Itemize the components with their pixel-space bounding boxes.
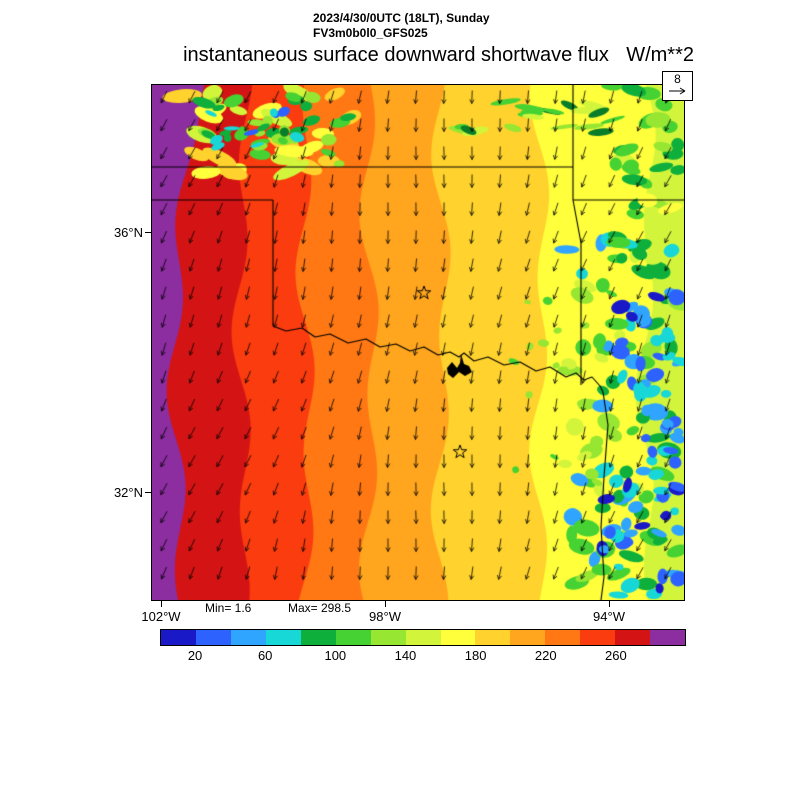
reference-vector-box: 8 xyxy=(662,71,693,101)
lon-tick-label-102w: 102°W xyxy=(141,609,181,624)
map-frame xyxy=(151,84,685,601)
lat-tick-label-32n: 32°N xyxy=(113,485,143,500)
colorbar-segment xyxy=(440,630,476,645)
lat-tick-label-36n: 36°N xyxy=(113,225,143,240)
colorbar-tick-label: 220 xyxy=(534,648,557,663)
model-heading: FV3m0b0l0_GFS025 xyxy=(313,26,428,40)
flux-map-canvas xyxy=(152,85,684,600)
lon-tick-label-98w: 98°W xyxy=(369,609,401,624)
reference-vector-value: 8 xyxy=(674,72,681,86)
colorbar-segment xyxy=(265,630,301,645)
min-value-label: Min= 1.6 xyxy=(205,601,252,615)
colorbar-segment xyxy=(580,630,616,645)
colorbar-segment xyxy=(161,630,196,645)
chart-title: instantaneous surface downward shortwave… xyxy=(183,44,609,66)
colorbar-segment xyxy=(300,630,336,645)
axis-tick xyxy=(145,232,151,233)
lon-tick-label-94w: 94°W xyxy=(593,609,625,624)
colorbar-tick-label: 140 xyxy=(394,648,417,663)
colorbar-tick-label: 60 xyxy=(257,648,273,663)
colorbar-segment xyxy=(510,630,546,645)
colorbar-segment xyxy=(405,630,441,645)
colorbar-segment xyxy=(650,630,686,645)
axis-tick xyxy=(145,492,151,493)
colorbar-segment xyxy=(545,630,581,645)
colorbar-tick-label: 180 xyxy=(464,648,487,663)
reference-arrow-icon xyxy=(668,87,685,95)
max-value-label: Max= 298.5 xyxy=(288,601,352,615)
colorbar-tick-label: 260 xyxy=(605,648,627,663)
axis-tick xyxy=(161,601,162,607)
colorbar-segment xyxy=(335,630,371,645)
axis-tick xyxy=(609,601,610,607)
colorbar-segment xyxy=(230,630,266,645)
units-label: W/m**2 xyxy=(626,44,694,66)
colorbar-segment xyxy=(370,630,406,645)
datetime-heading: 2023/4/30/0UTC (18LT), Sunday xyxy=(313,11,490,25)
axis-tick xyxy=(385,601,386,607)
colorbar-segment xyxy=(195,630,231,645)
colorbar-tick-label: 20 xyxy=(187,648,203,663)
colorbar-segment xyxy=(475,630,511,645)
colorbar-tick-label: 100 xyxy=(324,648,347,663)
colorbar xyxy=(160,629,686,646)
colorbar-segment xyxy=(615,630,651,645)
